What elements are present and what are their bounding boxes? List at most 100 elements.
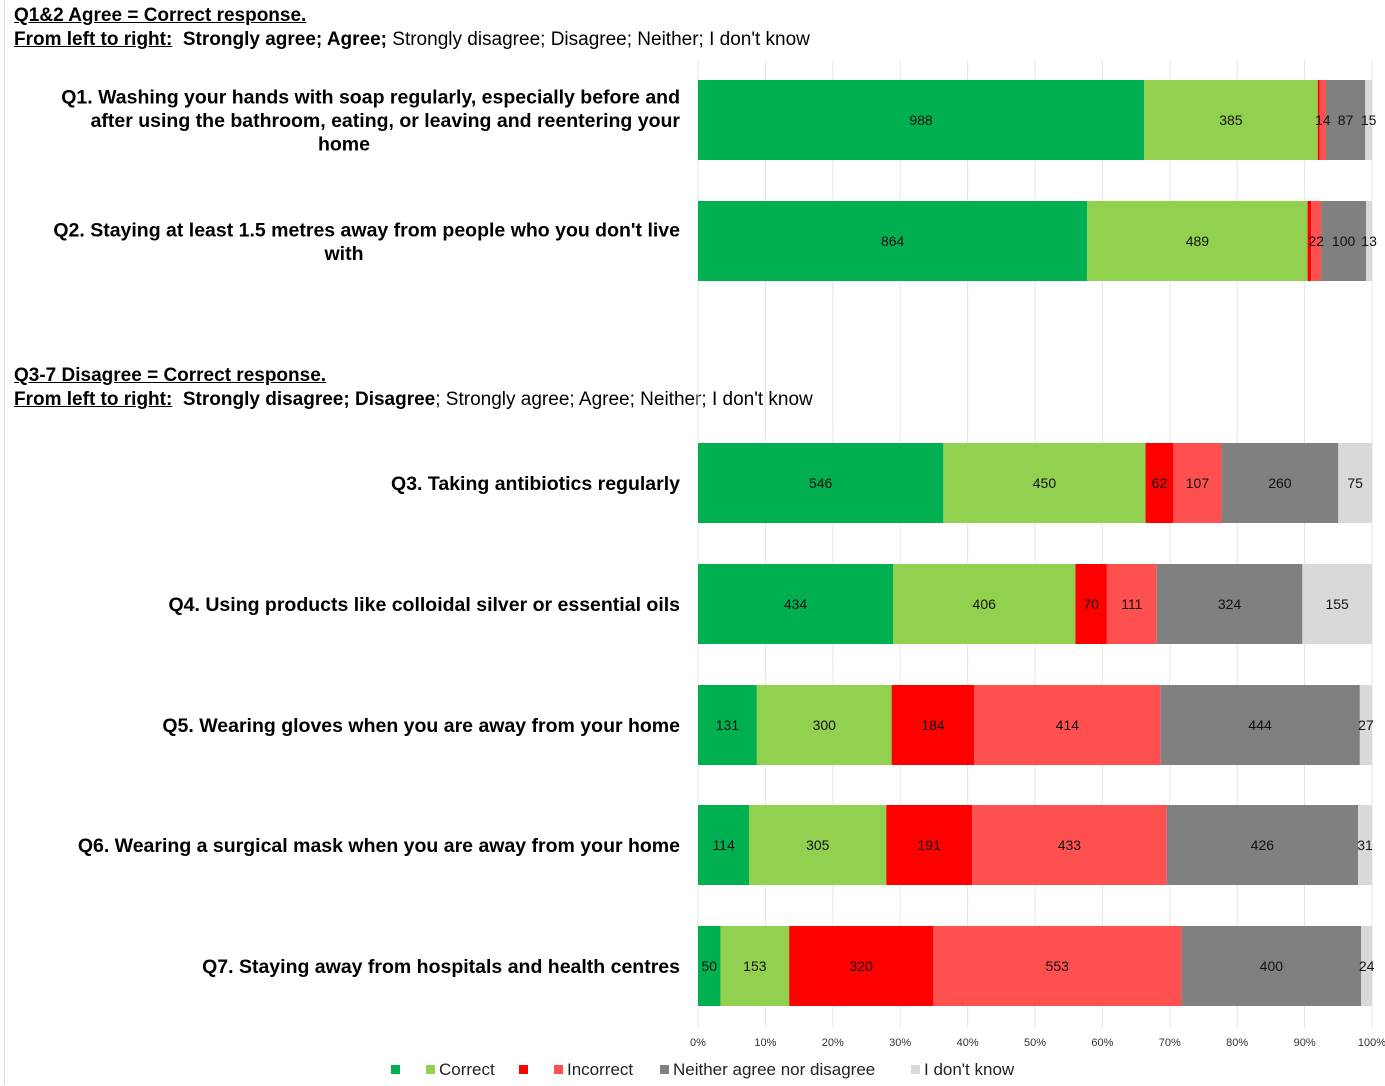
bar-q2-seg2 xyxy=(1087,201,1308,281)
data-label-q1-seg4: 14 xyxy=(1315,112,1331,128)
section2-title: Q3-7 Disagree = Correct response. xyxy=(14,365,327,386)
legend-swatch-1 xyxy=(391,1065,400,1074)
bar-q1-seg2 xyxy=(1144,80,1318,160)
bar-q3-seg3 xyxy=(1145,443,1174,523)
x-tick-label: 60% xyxy=(1091,1037,1113,1049)
bar-q4-seg3 xyxy=(1075,564,1107,644)
bar-q6-seg2 xyxy=(749,805,887,885)
bar-q6-seg5 xyxy=(1166,805,1359,885)
x-tick-label: 70% xyxy=(1159,1037,1181,1049)
data-label-q5-seg4: 414 xyxy=(1056,717,1080,733)
bar-q5-seg2 xyxy=(756,685,892,765)
chart-frame xyxy=(4,0,1385,1085)
bar-q7-seg3 xyxy=(789,926,934,1006)
bar-q1-seg3 xyxy=(1317,80,1320,160)
legend-swatch-4 xyxy=(554,1065,563,1074)
data-label-q4-seg1: 434 xyxy=(784,596,808,612)
bar-q3-seg1 xyxy=(698,443,944,523)
bar-q3-seg4 xyxy=(1173,443,1222,523)
legend-swatch-3 xyxy=(519,1065,528,1074)
data-label-q5-seg6: 27 xyxy=(1358,717,1374,733)
legend-swatch-2 xyxy=(426,1065,435,1074)
data-label-q2-seg2: 489 xyxy=(1186,233,1210,249)
bar-q5-seg5 xyxy=(1160,685,1360,765)
data-label-q2-seg4: 22 xyxy=(1308,233,1324,249)
bar-q1-seg5 xyxy=(1325,80,1366,160)
section1-title: Q1&2 Agree = Correct response. xyxy=(14,5,307,26)
bar-q3-seg6 xyxy=(1338,443,1372,523)
bar-q6-seg6 xyxy=(1358,805,1372,885)
data-label-q6-seg3: 191 xyxy=(918,837,942,853)
x-tick-label: 20% xyxy=(822,1037,844,1049)
bar-q4-seg4 xyxy=(1106,564,1157,644)
data-label-q4-seg6: 155 xyxy=(1325,596,1349,612)
bar-q3-seg5 xyxy=(1221,443,1339,523)
bar-q2-seg6 xyxy=(1366,201,1372,281)
bar-q1-seg4 xyxy=(1319,80,1326,160)
data-label-q3-seg4: 107 xyxy=(1186,475,1210,491)
data-label-q7-seg5: 400 xyxy=(1260,958,1284,974)
data-label-q7-seg1: 50 xyxy=(701,958,717,974)
data-label-q7-seg2: 153 xyxy=(743,958,767,974)
bar-q5-seg1 xyxy=(698,685,757,765)
x-tick-label: 30% xyxy=(889,1037,911,1049)
x-tick-label: 100% xyxy=(1358,1037,1385,1049)
legend-label-2: Correct xyxy=(439,1060,495,1079)
bar-q2-seg1 xyxy=(698,201,1088,281)
data-label-q3-seg5: 260 xyxy=(1268,475,1292,491)
data-label-q2-seg5: 100 xyxy=(1332,233,1356,249)
bar-q4-seg6 xyxy=(1302,564,1372,644)
question-label-q1-line1: Q1. Washing your hands with soap regular… xyxy=(61,87,680,109)
data-label-q4-seg4: 111 xyxy=(1121,596,1142,612)
question-label-q5-line1: Q5. Wearing gloves when you are away fro… xyxy=(162,715,680,737)
x-tick-label: 40% xyxy=(957,1037,979,1049)
data-label-q1-seg5: 87 xyxy=(1338,112,1354,128)
bar-q5-seg3 xyxy=(891,685,975,765)
data-label-q6-seg2: 305 xyxy=(806,837,830,853)
section1-subtitle: From left to right: Strongly agree; Agre… xyxy=(14,29,810,50)
data-label-q6-seg5: 426 xyxy=(1251,837,1275,853)
bar-q4-seg1 xyxy=(698,564,894,644)
data-label-q2-seg6: 13 xyxy=(1361,233,1377,249)
bar-q6-seg4 xyxy=(972,805,1167,885)
data-label-q7-seg6: 24 xyxy=(1359,958,1375,974)
legend-label-5: Neither agree nor disagree xyxy=(673,1060,875,1079)
data-label-q5-seg3: 184 xyxy=(921,717,945,733)
question-label-q1-line2: after using the bathroom, eating, or lea… xyxy=(91,110,681,132)
data-label-q5-seg5: 444 xyxy=(1248,717,1272,733)
bar-q7-seg6 xyxy=(1361,926,1372,1006)
question-label-q2-line2: with xyxy=(324,243,364,265)
x-tick-label: 90% xyxy=(1294,1037,1316,1049)
legend-label-4: Incorrect xyxy=(567,1060,633,1079)
data-label-q1-seg1: 988 xyxy=(909,112,933,128)
bar-q7-seg5 xyxy=(1181,926,1362,1006)
data-label-q2-seg1: 864 xyxy=(881,233,905,249)
x-tick-label: 50% xyxy=(1024,1037,1046,1049)
section2-subtitle: From left to right: Strongly disagree; D… xyxy=(14,389,813,410)
data-label-q6-seg4: 433 xyxy=(1058,837,1082,853)
data-label-q3-seg1: 546 xyxy=(809,475,833,491)
bar-q3-seg2 xyxy=(943,443,1146,523)
question-label-q7-line1: Q7. Staying away from hospitals and heal… xyxy=(202,956,680,978)
legend-swatch-5 xyxy=(660,1065,669,1074)
data-label-q6-seg1: 114 xyxy=(712,837,735,853)
data-label-q4-seg3: 70 xyxy=(1083,596,1099,612)
bar-q1-seg6 xyxy=(1365,80,1372,160)
question-label-q1-line3: home xyxy=(318,134,370,156)
question-label-q2-line1: Q2. Staying at least 1.5 metres away fro… xyxy=(53,219,680,241)
data-label-q4-seg5: 324 xyxy=(1218,596,1242,612)
bar-q5-seg6 xyxy=(1359,685,1372,765)
data-label-q5-seg2: 300 xyxy=(813,717,837,733)
bar-q5-seg4 xyxy=(974,685,1161,765)
question-label-q6-line1: Q6. Wearing a surgical mask when you are… xyxy=(78,835,680,857)
legend-label-6: I don't know xyxy=(924,1060,1015,1079)
question-label-q4-line1: Q4. Using products like colloidal silver… xyxy=(169,594,681,616)
bar-q7-seg4 xyxy=(933,926,1182,1006)
bar-q2-seg4 xyxy=(1311,201,1322,281)
bar-q1-seg1 xyxy=(698,80,1145,160)
data-label-q3-seg2: 450 xyxy=(1033,475,1057,491)
x-tick-label: 0% xyxy=(690,1037,706,1049)
data-label-q7-seg3: 320 xyxy=(849,958,873,974)
legend-swatch-6 xyxy=(911,1065,920,1074)
